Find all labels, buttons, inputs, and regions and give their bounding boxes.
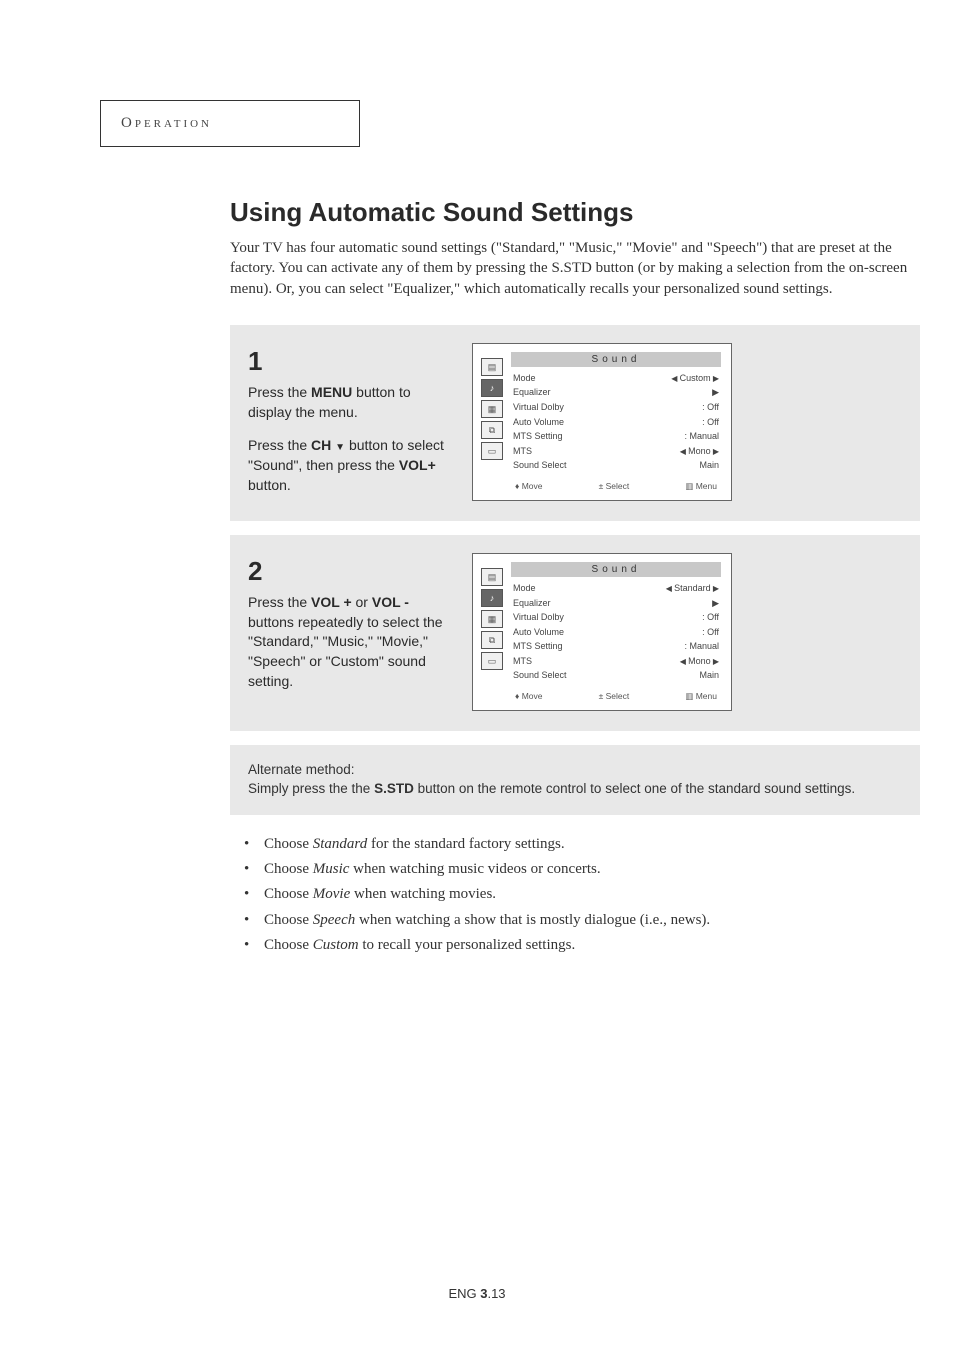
text: Simply press the the [248, 781, 374, 796]
osd-tab-icon: ▭ [481, 442, 503, 460]
volminus-label: VOL - [372, 594, 409, 610]
osd-body: Sound Mode ◀ Standard ▶ Equalizer ▶ Virtua… [511, 562, 721, 702]
step-2-number: 2 [248, 553, 448, 589]
osd-label: Virtual Dolby [513, 401, 564, 414]
osd-value: : Manual [684, 640, 719, 653]
alternate-heading: Alternate method: [248, 761, 902, 780]
osd-tab-icon: ▤ [481, 568, 503, 586]
osd-tab-icon: ▦ [481, 400, 503, 418]
step-1-block: 1 Press the MENU button to display the m… [230, 325, 920, 521]
text: or [352, 594, 372, 610]
osd-label: Auto Volume [513, 626, 564, 639]
osd-value: Main [699, 669, 719, 682]
osd-label: Mode [513, 372, 536, 385]
osd-footer: ♦ Move ± Select ▥ Menu [511, 479, 721, 492]
osd-title: Sound [511, 352, 721, 367]
osd-move-hint: ♦ Move [515, 691, 542, 702]
footer-sub: .13 [487, 1286, 505, 1301]
section-header: Operation [100, 100, 360, 147]
osd-label: Sound Select [513, 669, 567, 682]
ch-label: CH [311, 437, 335, 453]
footer-eng: ENG [448, 1286, 480, 1301]
osd-menu-hint: ▥ Menu [685, 691, 717, 702]
osd-tab-icon: ⧉ [481, 421, 503, 439]
osd-icon-column: ▤ ♪ ▦ ⧉ ▭ [481, 358, 503, 492]
osd-screenshot-1: ▤ ♪ ▦ ⧉ ▭ Sound Mode ◀ Custom ▶ Equalizer… [472, 343, 732, 501]
bullet-item: Choose Custom to recall your personalize… [238, 934, 920, 957]
osd-label: Auto Volume [513, 416, 564, 429]
osd-value: Main [699, 459, 719, 472]
osd-value: ◀ Mono ▶ [680, 655, 719, 668]
osd-label: MTS Setting [513, 640, 563, 653]
osd-title: Sound [511, 562, 721, 577]
osd-select-hint: ± Select [599, 481, 630, 492]
osd-tab-icon: ▭ [481, 652, 503, 670]
osd-body: Sound Mode ◀ Custom ▶ Equalizer ▶ Virtual … [511, 352, 721, 492]
osd-value: ▶ [712, 386, 719, 399]
page-title: Using Automatic Sound Settings [230, 197, 920, 228]
osd-move-hint: ♦ Move [515, 481, 542, 492]
text: button. [248, 477, 291, 493]
osd-label: Virtual Dolby [513, 611, 564, 624]
osd-label: MTS [513, 445, 532, 458]
volplus-label: VOL + [311, 594, 352, 610]
sstd-label: S.STD [374, 781, 414, 796]
volplus-label: VOL+ [399, 457, 436, 473]
osd-screenshot-2: ▤ ♪ ▦ ⧉ ▭ Sound Mode ◀ Standard ▶ Equaliz… [472, 553, 732, 711]
osd-tab-icon: ▤ [481, 358, 503, 376]
step-2-block: 2 Press the VOL + or VOL - buttons repea… [230, 535, 920, 731]
osd-label: MTS Setting [513, 430, 563, 443]
osd-label: MTS [513, 655, 532, 668]
alternate-block: Alternate method: Simply press the the S… [230, 745, 920, 815]
osd-tab-icon: ▦ [481, 610, 503, 628]
osd-value: : Off [702, 611, 719, 624]
menu-label: MENU [311, 384, 352, 400]
bullet-item: Choose Standard for the standard factory… [238, 833, 920, 856]
osd-value: : Manual [684, 430, 719, 443]
osd-value: ◀ Custom ▶ [671, 372, 719, 385]
osd-value: ▶ [712, 597, 719, 610]
text: buttons repeatedly to select the "Standa… [248, 614, 443, 689]
osd-value: : Off [702, 626, 719, 639]
page-footer: ENG 3.13 [0, 1286, 954, 1301]
osd-label: Equalizer [513, 386, 551, 399]
intro-text: Your TV has four automatic sound setting… [230, 238, 920, 299]
osd-menu-hint: ▥ Menu [685, 481, 717, 492]
bullet-item: Choose Speech when watching a show that … [238, 909, 920, 932]
text: Press the [248, 437, 311, 453]
osd-label: Equalizer [513, 597, 551, 610]
down-arrow-icon: ▼ [335, 442, 345, 453]
osd-tab-icon: ⧉ [481, 631, 503, 649]
bullet-item: Choose Music when watching music videos … [238, 858, 920, 881]
text: Press the [248, 594, 311, 610]
step-2-text: 2 Press the VOL + or VOL - buttons repea… [248, 553, 448, 691]
osd-value: : Off [702, 416, 719, 429]
osd-value: ◀ Standard ▶ [666, 582, 719, 595]
step-1-number: 1 [248, 343, 448, 379]
osd-label: Sound Select [513, 459, 567, 472]
osd-tab-icon: ♪ [481, 589, 503, 607]
osd-tab-icon: ♪ [481, 379, 503, 397]
text: Press the [248, 384, 311, 400]
osd-value: : Off [702, 401, 719, 414]
osd-value: ◀ Mono ▶ [680, 445, 719, 458]
osd-icon-column: ▤ ♪ ▦ ⧉ ▭ [481, 568, 503, 702]
osd-footer: ♦ Move ± Select ▥ Menu [511, 689, 721, 702]
step-1-text: 1 Press the MENU button to display the m… [248, 343, 448, 495]
bullet-list: Choose Standard for the standard factory… [238, 833, 920, 957]
bullet-item: Choose Movie when watching movies. [238, 883, 920, 906]
text: button on the remote control to select o… [414, 781, 855, 796]
osd-label: Mode [513, 582, 536, 595]
osd-select-hint: ± Select [599, 691, 630, 702]
